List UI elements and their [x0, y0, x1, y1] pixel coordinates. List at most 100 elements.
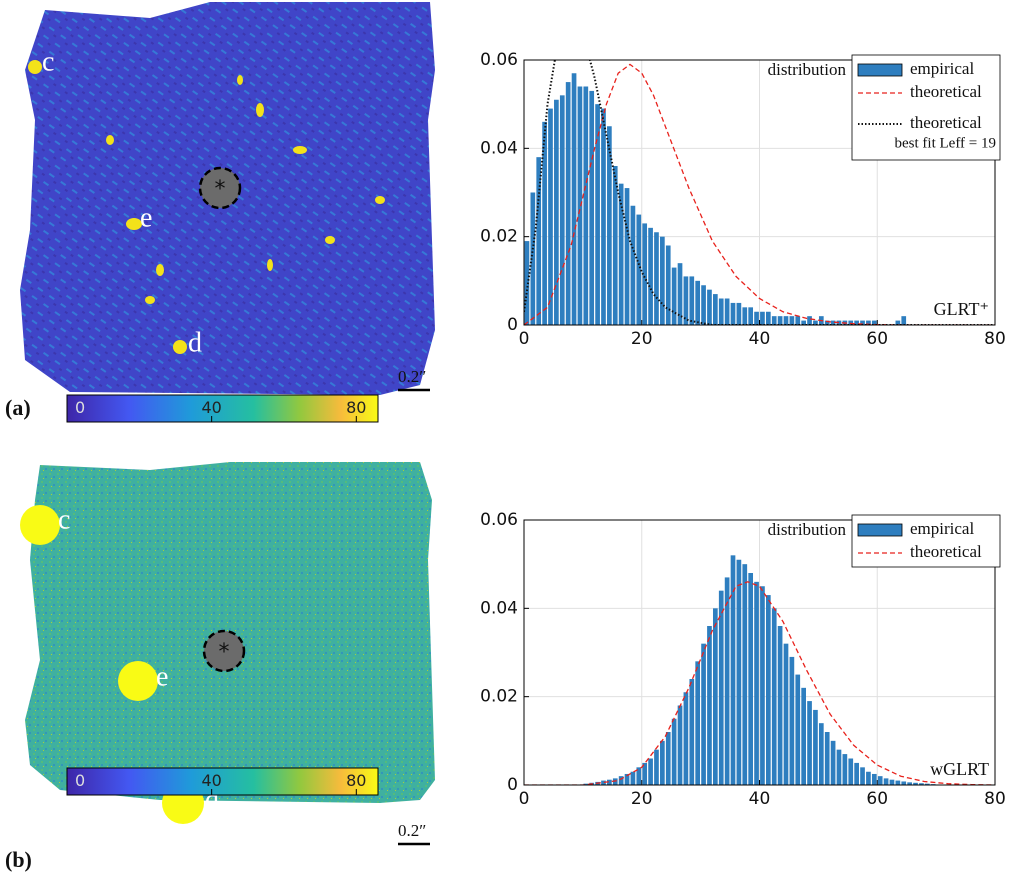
source	[28, 60, 42, 74]
bar	[877, 776, 883, 785]
bar	[589, 90, 595, 325]
bar	[595, 104, 600, 325]
bar	[836, 749, 842, 785]
legend-label: empirical	[910, 519, 974, 538]
bar	[919, 783, 924, 785]
y-tick-label: 0	[507, 315, 518, 335]
bar	[801, 320, 806, 325]
bar	[601, 780, 606, 785]
y-tick-label: 0.04	[480, 138, 518, 158]
bar	[824, 732, 830, 785]
bar	[736, 302, 742, 325]
x-tick-label: 60	[866, 329, 888, 349]
legend-label: empirical	[910, 59, 974, 78]
legend-label: theoretical	[910, 113, 982, 132]
bar	[665, 732, 671, 785]
bar	[724, 577, 730, 785]
bar	[830, 740, 836, 785]
legend-label: theoretical	[910, 542, 982, 561]
bar	[612, 778, 618, 785]
x-tick-label: 0	[519, 329, 530, 349]
bar	[924, 783, 930, 785]
bar	[742, 307, 748, 325]
bar	[689, 679, 695, 785]
bar	[813, 320, 818, 325]
bar	[630, 771, 636, 785]
bar	[624, 773, 630, 785]
bar	[713, 294, 718, 325]
bar	[636, 767, 642, 785]
source	[118, 661, 158, 701]
theory-line	[524, 581, 995, 785]
bar	[795, 316, 801, 325]
bar	[901, 316, 907, 325]
bar	[583, 783, 589, 785]
bar	[813, 709, 818, 785]
bar	[895, 780, 901, 785]
y-tick-label: 0.02	[480, 227, 518, 247]
axes-box	[523, 519, 996, 786]
bar	[777, 626, 783, 785]
panel-label: (b)	[5, 847, 32, 872]
source-label: c	[58, 504, 70, 535]
bar	[577, 86, 583, 325]
bar	[789, 316, 795, 325]
bar	[860, 767, 865, 785]
bar	[795, 674, 801, 785]
bar	[701, 285, 706, 325]
star-label: *	[219, 640, 230, 665]
source-label: d	[188, 327, 202, 358]
bar	[901, 781, 907, 785]
bar	[642, 223, 648, 325]
colorbar	[66, 394, 379, 423]
scale-label: 0.2″	[398, 821, 426, 840]
y-tick-label: 0	[507, 775, 518, 795]
bar	[842, 754, 848, 785]
star-mask	[202, 629, 246, 673]
bar	[654, 232, 659, 325]
colorbar-tick-label: 80	[346, 771, 366, 790]
bar	[854, 320, 859, 325]
bar	[736, 559, 742, 785]
bar	[742, 564, 748, 785]
bar	[695, 280, 701, 325]
bar	[754, 311, 759, 325]
bar	[677, 263, 683, 325]
bar	[848, 320, 854, 325]
x-tick-label: 80	[984, 789, 1006, 809]
bar	[854, 762, 859, 785]
bar	[607, 779, 612, 785]
plot-content	[524, 555, 995, 785]
plot-content	[524, 60, 995, 325]
bar	[718, 298, 724, 325]
bar	[807, 701, 812, 785]
scale-label: 0.2″	[398, 367, 426, 386]
bar	[836, 320, 842, 325]
source	[20, 505, 60, 545]
panel-label: (a)	[5, 395, 31, 420]
bar	[889, 779, 895, 785]
bar	[636, 214, 642, 325]
bar	[777, 316, 783, 325]
bar	[765, 595, 771, 785]
bar	[789, 656, 795, 785]
bar	[824, 320, 830, 325]
y-tick-label: 0.02	[480, 687, 518, 707]
bar	[624, 188, 630, 325]
bar	[760, 311, 765, 325]
source	[173, 340, 187, 354]
colorbar-tick-label: 0	[75, 398, 85, 417]
legend-note: best fit Leff = 19	[895, 135, 997, 151]
bar	[630, 205, 636, 325]
bar	[665, 245, 671, 325]
bar	[883, 778, 889, 785]
bar	[871, 320, 877, 325]
bar	[707, 626, 712, 785]
bar	[554, 99, 559, 325]
bar	[683, 276, 689, 325]
bar	[801, 687, 806, 785]
legend-title: distribution	[768, 60, 847, 79]
legend-swatch	[857, 523, 903, 537]
